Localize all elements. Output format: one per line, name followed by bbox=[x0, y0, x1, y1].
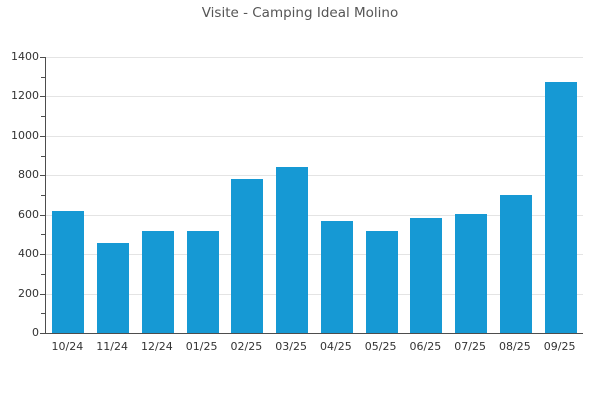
y-major-tick bbox=[40, 214, 45, 216]
y-major-tick bbox=[40, 57, 45, 58]
x-tick-label: 05/25 bbox=[364, 340, 397, 353]
y-tick-label: 200 bbox=[18, 286, 39, 300]
y-minor-tick bbox=[41, 273, 45, 275]
plot-area bbox=[45, 57, 583, 334]
bar bbox=[52, 210, 85, 333]
bar bbox=[365, 231, 398, 333]
y-tick-label: 600 bbox=[18, 207, 39, 221]
bar bbox=[455, 213, 488, 333]
x-tick-label: 04/25 bbox=[320, 340, 352, 353]
x-tick-label: 08/25 bbox=[499, 340, 531, 353]
grid-line bbox=[46, 293, 583, 295]
x-tick-label: 01/25 bbox=[185, 340, 218, 353]
bar bbox=[186, 231, 219, 333]
x-tick-label: 11/24 bbox=[96, 340, 128, 353]
y-minor-tick bbox=[41, 155, 45, 157]
y-major-tick bbox=[40, 333, 45, 334]
bar bbox=[141, 231, 174, 333]
bar bbox=[410, 217, 443, 333]
bar bbox=[97, 243, 130, 333]
grid-line bbox=[46, 57, 583, 58]
y-minor-tick bbox=[41, 76, 45, 78]
x-tick-label: 02/25 bbox=[230, 340, 263, 353]
y-minor-tick bbox=[41, 313, 45, 315]
y-minor-tick bbox=[41, 116, 45, 118]
y-tick-label: 0 bbox=[32, 326, 39, 339]
y-tick-label: 1000 bbox=[11, 128, 39, 142]
bar bbox=[544, 81, 577, 333]
x-tick-label: 09/25 bbox=[543, 340, 576, 353]
grid-line bbox=[46, 214, 583, 216]
grid-line bbox=[46, 175, 583, 177]
x-tick-label: 06/25 bbox=[409, 340, 442, 353]
grid-line bbox=[46, 135, 583, 137]
y-minor-tick bbox=[41, 234, 45, 236]
x-tick-label: 03/25 bbox=[275, 340, 307, 353]
bar bbox=[276, 167, 309, 333]
y-tick-label: 1200 bbox=[11, 89, 39, 103]
x-tick-label: 12/24 bbox=[141, 340, 173, 353]
y-major-tick bbox=[40, 254, 45, 256]
y-tick-label: 800 bbox=[18, 168, 39, 182]
bar bbox=[231, 179, 264, 333]
y-major-tick bbox=[40, 96, 45, 98]
x-tick-label: 10/24 bbox=[51, 340, 84, 353]
grid-line bbox=[46, 254, 583, 256]
bar bbox=[499, 195, 532, 333]
x-tick-label: 07/25 bbox=[454, 340, 486, 353]
y-major-tick bbox=[40, 175, 45, 177]
chart-title: Visite - Camping Ideal Molino bbox=[201, 5, 399, 21]
grid-line bbox=[46, 96, 583, 98]
y-tick-label: 1400 bbox=[11, 50, 39, 63]
y-major-tick bbox=[40, 293, 45, 295]
y-major-tick bbox=[40, 135, 45, 137]
y-tick-label: 400 bbox=[18, 247, 39, 261]
y-minor-tick bbox=[41, 195, 45, 196]
bar bbox=[320, 220, 353, 333]
